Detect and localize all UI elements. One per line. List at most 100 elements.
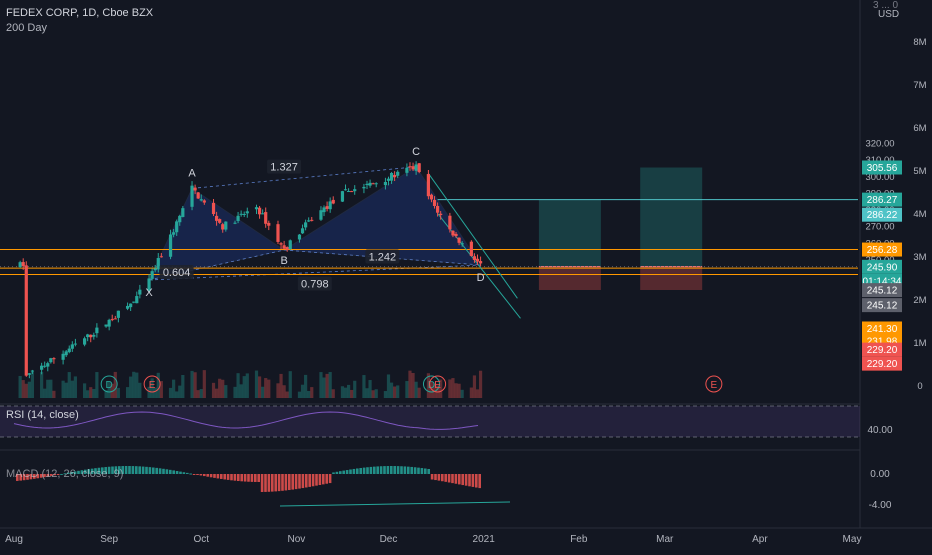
- price-axis-label[interactable]: 229.20: [867, 345, 898, 356]
- price-axis-label[interactable]: 241.30: [867, 324, 898, 335]
- candle[interactable]: [439, 213, 443, 215]
- candle[interactable]: [436, 205, 440, 213]
- candle[interactable]: [374, 183, 378, 185]
- candle[interactable]: [448, 215, 452, 230]
- event-marker[interactable]: [143, 375, 161, 393]
- candle[interactable]: [104, 324, 108, 327]
- candle[interactable]: [469, 241, 473, 257]
- price-axis-label[interactable]: 231.98: [867, 337, 898, 348]
- candle[interactable]: [27, 373, 31, 375]
- candle[interactable]: [89, 334, 93, 338]
- candle[interactable]: [107, 319, 111, 327]
- candle[interactable]: [328, 201, 332, 210]
- candle[interactable]: [405, 167, 409, 173]
- candle[interactable]: [346, 191, 351, 193]
- candle[interactable]: [236, 215, 240, 221]
- rsi-title[interactable]: RSI (14, close): [6, 409, 79, 421]
- candle[interactable]: [193, 187, 197, 191]
- candle[interactable]: [156, 258, 160, 270]
- candle[interactable]: [472, 256, 477, 261]
- candle[interactable]: [478, 261, 483, 264]
- candle[interactable]: [138, 289, 142, 295]
- candle[interactable]: [196, 192, 200, 199]
- candle[interactable]: [61, 353, 65, 360]
- candle[interactable]: [86, 334, 90, 338]
- symbol-title[interactable]: FEDEX CORP, 1D, Cboe BZX: [6, 7, 154, 19]
- candle[interactable]: [211, 202, 216, 215]
- candle[interactable]: [214, 215, 219, 221]
- candle[interactable]: [307, 220, 311, 222]
- candle[interactable]: [116, 310, 120, 318]
- candle[interactable]: [414, 164, 418, 171]
- price-axis-label[interactable]: 256.28: [867, 245, 898, 256]
- candle[interactable]: [147, 278, 151, 291]
- candle[interactable]: [362, 186, 366, 189]
- price-axis-label[interactable]: 245.90: [867, 262, 898, 273]
- price-axis-label[interactable]: 286.27: [867, 195, 898, 206]
- candle[interactable]: [353, 189, 357, 192]
- candle[interactable]: [135, 296, 139, 304]
- loss-zone[interactable]: [640, 266, 703, 291]
- candle[interactable]: [411, 166, 415, 170]
- candle[interactable]: [285, 247, 289, 250]
- candle[interactable]: [64, 351, 68, 356]
- price-axis-label[interactable]: 286.22: [867, 210, 898, 221]
- candle[interactable]: [202, 200, 206, 203]
- candle[interactable]: [245, 211, 249, 214]
- candle[interactable]: [475, 258, 480, 262]
- candle[interactable]: [30, 370, 35, 372]
- candle[interactable]: [454, 233, 458, 237]
- candle[interactable]: [276, 224, 280, 242]
- candle[interactable]: [40, 365, 44, 370]
- pattern-point-a[interactable]: A: [188, 167, 196, 179]
- ma-legend[interactable]: 200 Day: [6, 22, 47, 34]
- candle[interactable]: [383, 181, 388, 186]
- candle[interactable]: [190, 185, 194, 207]
- pattern-point-c[interactable]: C: [412, 146, 420, 158]
- price-axis-label[interactable]: 229.20: [867, 359, 898, 370]
- candle[interactable]: [325, 206, 329, 209]
- candle[interactable]: [150, 271, 154, 279]
- candle[interactable]: [340, 191, 345, 202]
- candle[interactable]: [429, 194, 434, 200]
- candle[interactable]: [221, 224, 225, 230]
- candle[interactable]: [279, 243, 283, 245]
- candle[interactable]: [172, 232, 176, 235]
- candle[interactable]: [95, 327, 99, 334]
- candle[interactable]: [282, 245, 286, 249]
- candle[interactable]: [368, 182, 372, 186]
- pattern-point-x[interactable]: X: [145, 287, 153, 299]
- candle[interactable]: [371, 183, 375, 185]
- candle[interactable]: [365, 183, 369, 186]
- candle[interactable]: [73, 343, 77, 345]
- candle[interactable]: [393, 174, 397, 178]
- candle[interactable]: [67, 348, 71, 353]
- candle[interactable]: [159, 256, 163, 258]
- candle[interactable]: [175, 221, 179, 233]
- candle[interactable]: [451, 230, 455, 236]
- pattern-point-d[interactable]: D: [477, 272, 485, 284]
- candle[interactable]: [257, 207, 262, 215]
- event-marker[interactable]: [705, 375, 723, 393]
- candle[interactable]: [239, 213, 243, 215]
- candle[interactable]: [125, 305, 130, 309]
- candle[interactable]: [178, 215, 182, 223]
- pattern-point-b[interactable]: B: [280, 255, 287, 267]
- macd-title[interactable]: MACD (12, 26, close, 9): [6, 468, 123, 480]
- channel-upper[interactable]: [427, 173, 518, 299]
- candle[interactable]: [242, 214, 246, 216]
- candle[interactable]: [83, 338, 87, 345]
- candle[interactable]: [49, 358, 53, 363]
- price-axis-label[interactable]: 245.12: [867, 286, 898, 297]
- candle[interactable]: [389, 172, 394, 181]
- candle[interactable]: [343, 189, 348, 191]
- candle[interactable]: [297, 234, 302, 240]
- candle[interactable]: [70, 344, 74, 349]
- candle[interactable]: [18, 262, 22, 268]
- candle[interactable]: [319, 210, 323, 220]
- event-marker[interactable]: [429, 375, 447, 393]
- candle[interactable]: [46, 363, 50, 367]
- candle[interactable]: [92, 334, 96, 337]
